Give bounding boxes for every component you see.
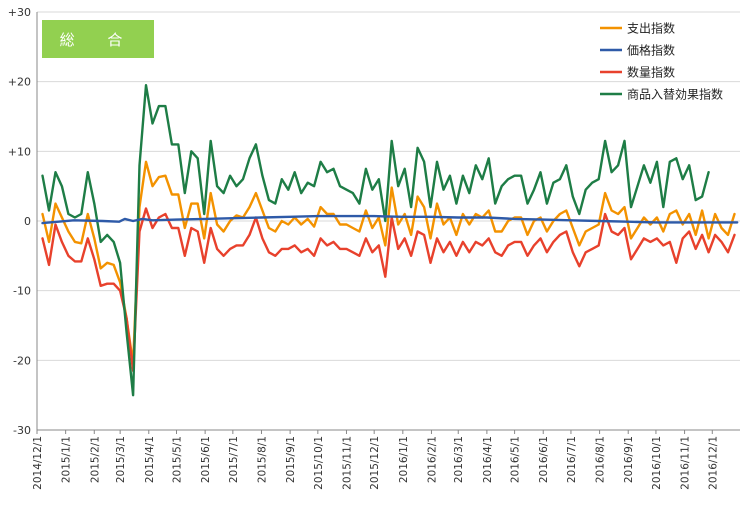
y-tick-label: +20 — [8, 76, 31, 89]
x-tick-label: 2015/1/1 — [61, 436, 73, 483]
x-tick-label: 2015/2/1 — [89, 436, 101, 483]
legend-label: 数量指数 — [627, 65, 675, 80]
x-tick-label: 2016/9/1 — [623, 436, 635, 483]
x-tick-label: 2015/6/1 — [200, 436, 212, 483]
x-tick-label: 2015/8/1 — [256, 436, 268, 483]
x-tick-label: 2015/7/1 — [228, 436, 240, 483]
x-tick-label: 2015/10/1 — [313, 436, 325, 490]
x-tick-label: 2016/1/1 — [398, 436, 410, 483]
x-tick-label: 2016/4/1 — [482, 436, 494, 483]
series-lines — [41, 84, 739, 397]
legend-label: 価格指数 — [627, 43, 675, 58]
y-tick-label: -30 — [13, 424, 31, 437]
x-tick-label: 2015/5/1 — [171, 436, 183, 483]
category-badge: 総 合 — [42, 20, 154, 58]
x-tick-label: 2016/6/1 — [538, 436, 550, 483]
x-tick-label: 2016/11/1 — [680, 436, 692, 490]
x-tick-label: 2016/7/1 — [566, 436, 578, 483]
series-line-1 — [41, 214, 739, 225]
y-tick-label: +30 — [8, 6, 31, 19]
y-tick-label: 0 — [24, 215, 31, 228]
x-tick-label: 2015/12/1 — [369, 436, 381, 490]
x-tick-label: 2016/5/1 — [510, 436, 522, 483]
series-line-3 — [41, 84, 710, 397]
x-tick-label: 2014/12/1 — [32, 436, 44, 490]
x-tick-label: 2016/10/1 — [651, 436, 663, 490]
x-tick-label: 2015/4/1 — [144, 436, 156, 483]
x-tick-label: 2015/9/1 — [285, 436, 297, 483]
x-tick-label: 2016/2/1 — [426, 436, 438, 483]
y-tick-label: +10 — [8, 145, 31, 158]
x-tick-label: 2015/11/1 — [341, 436, 353, 490]
x-axis-tick-labels: 2014/12/1 2015/1/1 2015/2/1 2015/3/1 2015/4/… — [32, 436, 719, 490]
x-tick-label: 2016/3/1 — [453, 436, 465, 483]
y-tick-label: -20 — [13, 354, 31, 367]
x-tick-label: 2016/12/1 — [707, 436, 719, 490]
y-axis-tick-labels: +30 +20 +10 0 -10 -20 -30 — [8, 6, 31, 437]
y-tick-label: -10 — [13, 285, 31, 298]
x-tick-label: 2015/3/1 — [115, 436, 127, 483]
legend-label: 支出指数 — [627, 21, 675, 36]
legend-label: 商品入替効果指数 — [627, 87, 723, 102]
x-tick-label: 2016/8/1 — [595, 436, 607, 483]
